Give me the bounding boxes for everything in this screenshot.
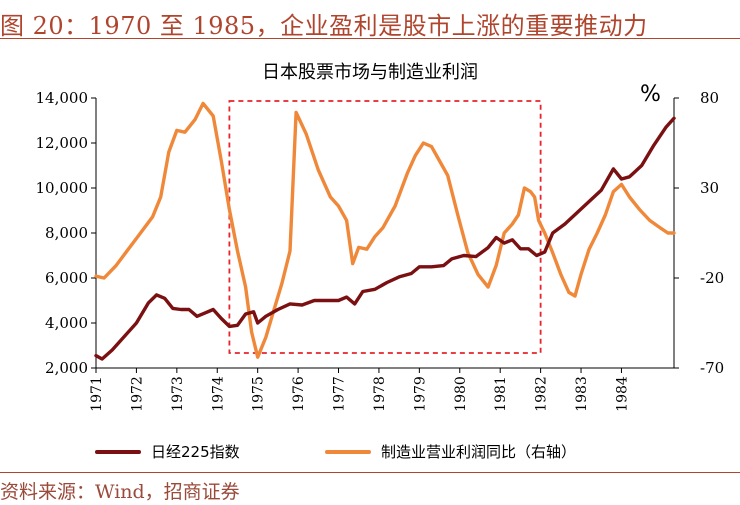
legend-label-nikkei: 日经225指数 [151, 443, 240, 461]
right-axis-unit: % [640, 82, 661, 107]
legend-swatch-profit [325, 449, 371, 454]
x-tick-label: 1984 [614, 376, 630, 412]
series-lines [94, 101, 676, 361]
x-tick-label: 1971 [89, 376, 105, 412]
left-tick-label: 14,000 [36, 89, 89, 107]
left-tick-label: 6,000 [45, 269, 88, 287]
x-tick-label: 1977 [332, 376, 348, 412]
x-tick-label: 1981 [493, 376, 509, 412]
legend-item-profit: 制造业营业利润同比（右轴） [325, 441, 576, 462]
left-tick-label: 2,000 [45, 359, 88, 377]
highlight-period [228, 100, 542, 354]
legend-label-profit: 制造业营业利润同比（右轴） [381, 443, 577, 461]
left-axis: 2,000 4,000 6,000 8,000 10,000 12,000 14,000 [36, 89, 97, 377]
left-tick-label: 10,000 [36, 179, 89, 197]
right-axis: -70 -20 30 80 [673, 89, 724, 377]
nikkei-line [94, 116, 676, 361]
x-axis: 1971 1972 1973 1974 1975 1976 1977 1978 1979 1980… [89, 367, 674, 412]
x-tick-label: 1980 [453, 376, 469, 412]
x-tick-label: 1974 [210, 376, 226, 412]
x-tick-label: 1983 [574, 376, 590, 412]
right-tick-label: 80 [700, 89, 719, 107]
left-tick-label: 12,000 [36, 134, 89, 152]
legend-swatch-nikkei [95, 449, 141, 454]
x-tick-label: 1979 [412, 376, 428, 412]
right-tick-label: 30 [700, 179, 719, 197]
x-tick-label: 1978 [372, 376, 388, 412]
x-tick-label: 1976 [291, 376, 307, 412]
chart-title: 日本股票市场与制造业利润 [262, 62, 478, 83]
right-tick-label: -70 [700, 359, 724, 377]
right-tick-label: -20 [700, 269, 724, 287]
x-tick-label: 1975 [251, 376, 267, 412]
source-note: 资料来源：Wind，招商证券 [0, 481, 240, 503]
source-divider [0, 472, 740, 473]
legend-item-nikkei: 日经225指数 [95, 441, 240, 462]
x-tick-label: 1982 [534, 376, 550, 412]
left-tick-label: 4,000 [45, 314, 88, 332]
x-tick-label: 1972 [129, 376, 145, 412]
x-tick-label: 1973 [170, 376, 186, 412]
left-tick-label: 8,000 [45, 224, 88, 242]
title-divider [0, 38, 740, 39]
profit-line [94, 101, 676, 359]
legend: 日经225指数 制造业营业利润同比（右轴） [0, 441, 740, 467]
figure-title: 图 20：1970 至 1985，企业盈利是股市上涨的重要推动力 [0, 12, 648, 40]
highlight-box [228, 100, 542, 354]
